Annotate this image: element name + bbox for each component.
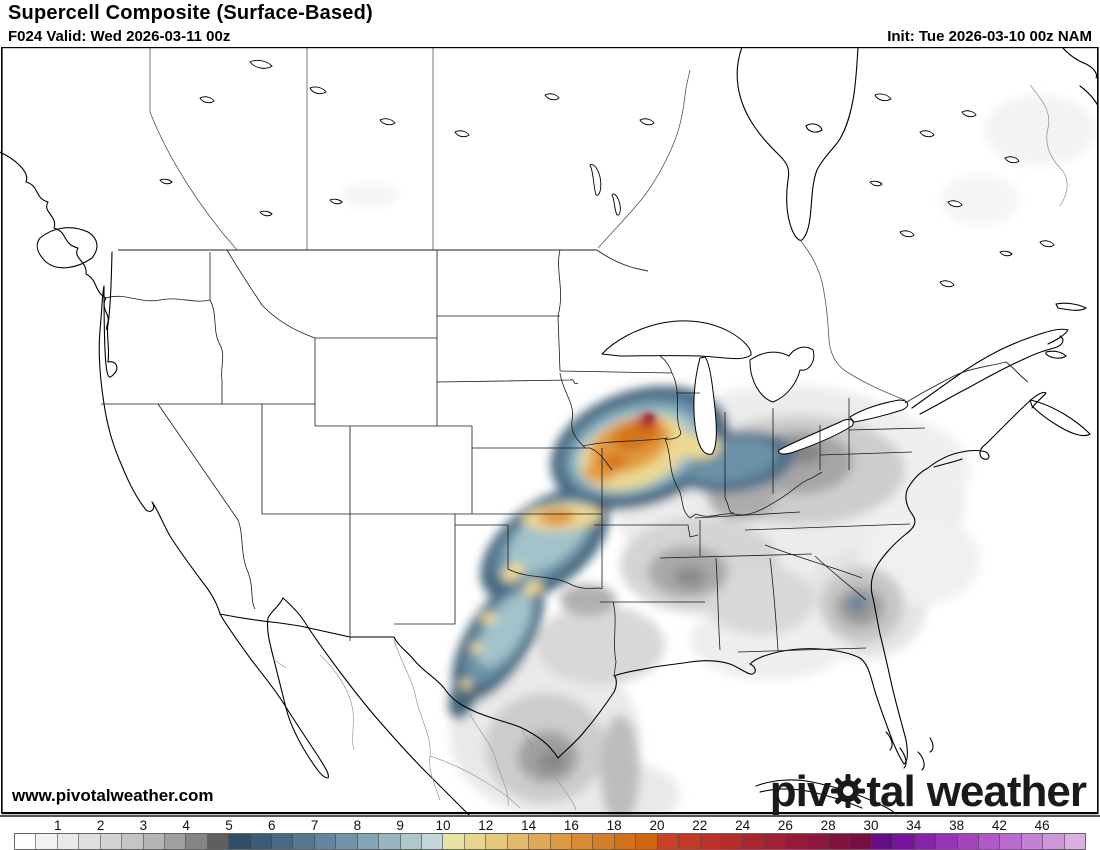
colorbar-tick-label: 30	[863, 818, 879, 833]
colorbar-cell	[272, 834, 294, 849]
colorbar-cell	[936, 834, 958, 849]
mexico-state-borders	[273, 639, 577, 811]
province-borders	[149, 47, 1068, 401]
colorbar-tick-label: 46	[1034, 818, 1050, 833]
colorbar-cell	[850, 834, 872, 849]
colorbar-tick-label: 38	[949, 818, 965, 833]
colorbar-cell	[164, 834, 187, 849]
colorbar-cell	[700, 834, 722, 849]
colorbar-cell	[721, 834, 744, 849]
colorbar-cell	[657, 834, 680, 849]
colorbar-tick-label: 24	[735, 818, 751, 833]
colorbar-cell	[829, 834, 851, 849]
colorbar-cell	[1021, 834, 1044, 849]
colorbar-cell	[422, 834, 444, 849]
colorbar-cell	[679, 834, 701, 849]
colorbar-cell	[957, 834, 979, 849]
colorbar-tick-label: 9	[396, 818, 404, 833]
logo-text-piv: piv	[769, 767, 832, 816]
colorbar-cell	[400, 834, 423, 849]
colorbar-tick-label: 12	[478, 818, 494, 833]
colorbar-tick-label: 8	[353, 818, 362, 833]
colorbar-cell	[978, 834, 1001, 849]
colorbar-cell	[443, 834, 465, 849]
logo-text-tal: tal	[866, 767, 915, 816]
great-lakes	[601, 320, 909, 455]
colorbar-cell	[614, 834, 637, 849]
colorbar-tick-label: 7	[310, 818, 319, 833]
colorbar-cell	[186, 834, 208, 849]
colorbar-cell	[893, 834, 915, 849]
map-area	[0, 46, 1100, 830]
map-frame	[1, 47, 1098, 813]
colorbar-cell	[807, 834, 830, 849]
colorbar-cell	[379, 834, 401, 849]
colorbar-tick-label: 42	[991, 818, 1007, 833]
colorbar-cell	[1000, 834, 1022, 849]
colorbar-cell	[1043, 834, 1065, 849]
state-borders	[101, 249, 926, 677]
colorbar-cell	[122, 834, 144, 849]
colorbar-tick-label: 14	[521, 818, 537, 833]
colorbar-cell	[871, 834, 894, 849]
colorbar-cell	[914, 834, 937, 849]
map-bottom-separator	[0, 815, 1100, 817]
colorbar-cell	[507, 834, 530, 849]
colorbar-cell	[636, 834, 658, 849]
map-canvas	[0, 46, 1099, 830]
colorbar-cell	[79, 834, 101, 849]
colorbar-cell	[571, 834, 594, 849]
colorbar-cell	[786, 834, 808, 849]
init-time-label: Init: Tue 2026-03-10 00z NAM	[887, 28, 1092, 45]
coastlines	[0, 46, 1099, 817]
colorbar-cell	[486, 834, 508, 849]
colorbar-cell	[529, 834, 551, 849]
small-lakes	[159, 59, 1055, 288]
colorbar-cell	[293, 834, 315, 849]
colorbar-tick-label: 16	[563, 818, 579, 833]
pivotalweather-logo: piv ta	[769, 767, 1087, 816]
colorbar-tick-label: 4	[182, 818, 190, 833]
colorbar-cell	[1064, 834, 1086, 849]
colorbar-tick-label: 5	[225, 818, 233, 833]
colorbar-cell	[764, 834, 787, 849]
us-canada-border	[118, 249, 1029, 404]
logo-text-weather: weather	[926, 767, 1087, 816]
colorbar-tick-label: 26	[777, 818, 793, 833]
watermark-url: www.pivotalweather.com	[12, 786, 214, 805]
colorbar-tick-label: 2	[96, 818, 105, 833]
colorbar-tick-label: 18	[606, 818, 622, 833]
colorbar	[14, 833, 1086, 850]
colorbar-tick-label: 3	[139, 818, 148, 833]
forecast-valid-label: F024 Valid: Wed 2026-03-11 00z	[8, 28, 231, 45]
colorbar-tick-label: 1	[54, 818, 62, 833]
colorbar-cell	[36, 834, 58, 849]
colorbar-tick-label: 6	[268, 818, 276, 833]
colorbar-tick-label: 34	[906, 818, 922, 833]
colorbar-cell	[229, 834, 251, 849]
colorbar-cell	[593, 834, 615, 849]
colorbar-cell	[743, 834, 765, 849]
colorbar-cell	[336, 834, 358, 849]
colorbar-tick-label: 22	[692, 818, 708, 833]
colorbar-tick-label: 28	[820, 818, 836, 833]
colorbar-cell	[250, 834, 273, 849]
colorbar-cell	[357, 834, 380, 849]
scp-field-core	[644, 414, 654, 422]
page-title: Supercell Composite (Surface-Based)	[8, 2, 373, 24]
scp-field	[342, 95, 1095, 830]
colorbar-cell	[100, 834, 123, 849]
colorbar-cell	[550, 834, 572, 849]
colorbar-cell	[143, 834, 165, 849]
colorbar-cell	[314, 834, 337, 849]
colorbar-cell	[57, 834, 80, 849]
colorbar-tick-label: 10	[435, 818, 451, 833]
colorbar-cell	[207, 834, 230, 849]
colorbar-cell	[464, 834, 487, 849]
colorbar-cell	[15, 834, 37, 849]
colorbar-tick-label: 20	[649, 818, 665, 833]
gear-icon	[830, 768, 866, 816]
colorbar-tick-labels: 1 2 3 4 5 6 7 8 9 10 12 14 16 18 20 22 24 26 28 30 34 38 42 46	[0, 818, 1100, 833]
